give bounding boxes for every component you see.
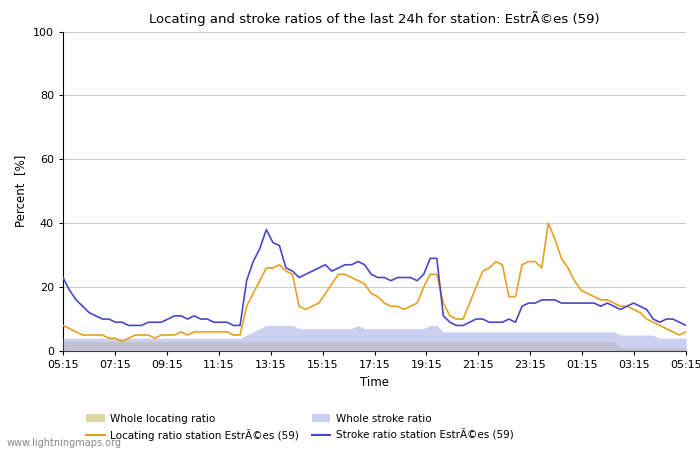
- X-axis label: Time: Time: [360, 376, 389, 389]
- Title: Locating and stroke ratios of the last 24h for station: EstrÃ©es (59): Locating and stroke ratios of the last 2…: [149, 11, 600, 26]
- Text: www.lightningmaps.org: www.lightningmaps.org: [7, 438, 122, 448]
- Y-axis label: Percent  [%]: Percent [%]: [15, 155, 27, 227]
- Legend: Whole locating ratio, Locating ratio station EstrÃ©es (59), Whole stroke ratio, : Whole locating ratio, Locating ratio sta…: [86, 414, 513, 441]
